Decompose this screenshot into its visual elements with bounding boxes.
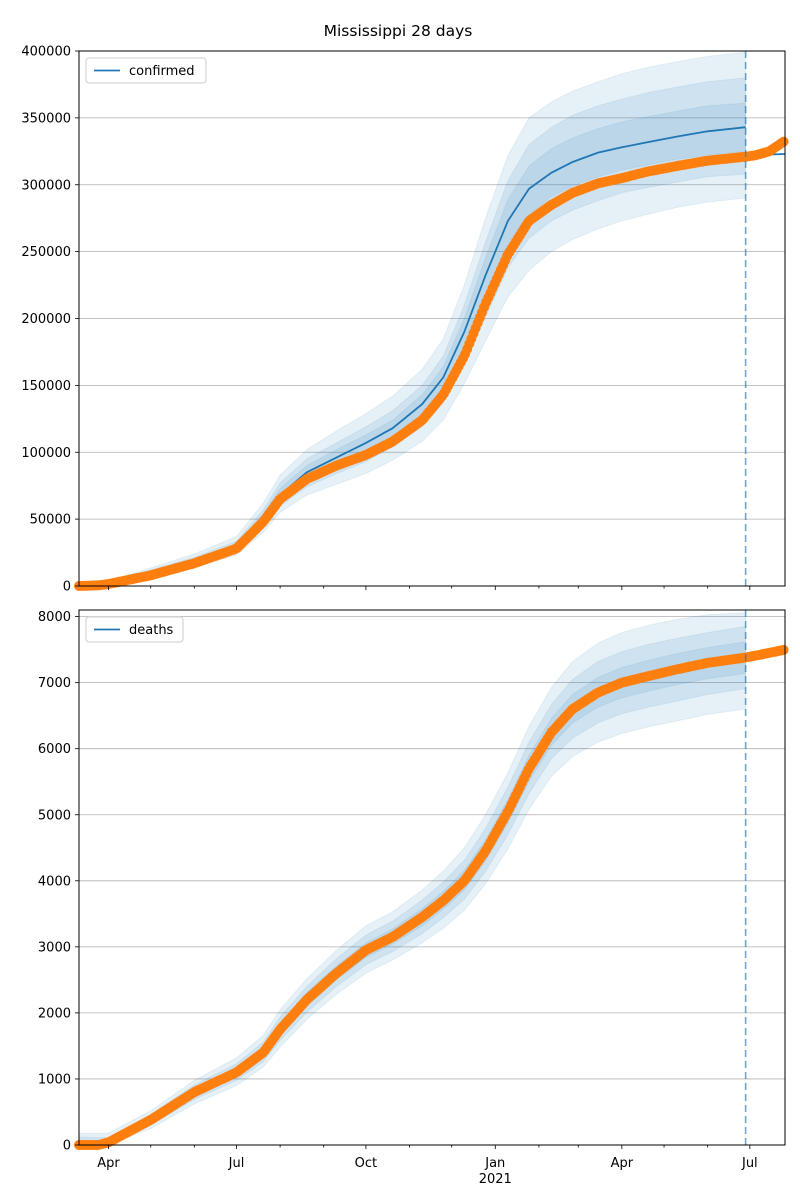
confirmed-chart-panel: 0 50000 100000 150000 200000 250000 300000 3500…	[21, 45, 789, 595]
y-tick-label: 6000	[38, 742, 71, 757]
confirmed-legend: confirmed	[85, 57, 207, 84]
y-tick-label: 350000	[21, 111, 71, 126]
legend-box	[85, 616, 184, 643]
legend-label: confirmed	[129, 64, 195, 79]
y-tick-label: 4000	[38, 874, 71, 889]
observed-point	[778, 136, 789, 147]
y-tick-label: 50000	[30, 513, 71, 528]
x-tick-label: Jan	[484, 1156, 505, 1171]
y-tick-label: 2000	[38, 1006, 71, 1021]
y-tick-label: 5000	[38, 808, 71, 823]
x-tick-label: Jul	[228, 1156, 245, 1171]
deaths-chart-panel: 0 1000 2000 3000 4000 5000 6000 7000 8000 Apr Jul…	[38, 609, 789, 1187]
y-tick-label: 3000	[38, 940, 71, 955]
x-year-label: 2021	[479, 1172, 512, 1187]
x-tick-label: Oct	[355, 1156, 377, 1171]
legend-box	[85, 57, 207, 84]
x-tick-label: Apr	[611, 1156, 634, 1171]
y-tick-label: 7000	[38, 676, 71, 691]
deaths-legend: deaths	[85, 616, 184, 643]
y-tick-label: 0	[63, 580, 71, 595]
confirmed-y-axis: 0 50000 100000 150000 200000 250000 300000 3500…	[21, 45, 79, 595]
y-tick-label: 250000	[21, 245, 71, 260]
y-tick-label: 150000	[21, 379, 71, 394]
y-tick-label: 8000	[38, 610, 71, 625]
y-tick-label: 100000	[21, 446, 71, 461]
deaths-x-axis: Apr Jul Oct Jan Apr Jul 2021	[97, 1145, 758, 1187]
confirmed-observed-points	[74, 136, 789, 591]
confirmed-x-axis	[108, 586, 751, 590]
y-tick-label: 300000	[21, 178, 71, 193]
y-tick-label: 400000	[21, 45, 71, 60]
axes-frame	[78, 609, 786, 1146]
y-tick-label: 200000	[21, 312, 71, 327]
x-tick-label: Apr	[97, 1156, 120, 1171]
x-tick-label: Jul	[741, 1156, 758, 1171]
deaths-observed-points	[74, 644, 789, 1150]
deaths-y-axis: 0 1000 2000 3000 4000 5000 6000 7000 8000	[38, 610, 79, 1154]
legend-label: deaths	[129, 623, 174, 638]
y-tick-label: 0	[63, 1139, 71, 1154]
figure-title: Mississippi 28 days	[324, 22, 473, 40]
observed-point	[778, 644, 789, 655]
y-tick-label: 1000	[38, 1072, 71, 1087]
deaths-gridlines	[79, 616, 785, 1080]
deaths-axes-frame	[78, 609, 786, 1146]
